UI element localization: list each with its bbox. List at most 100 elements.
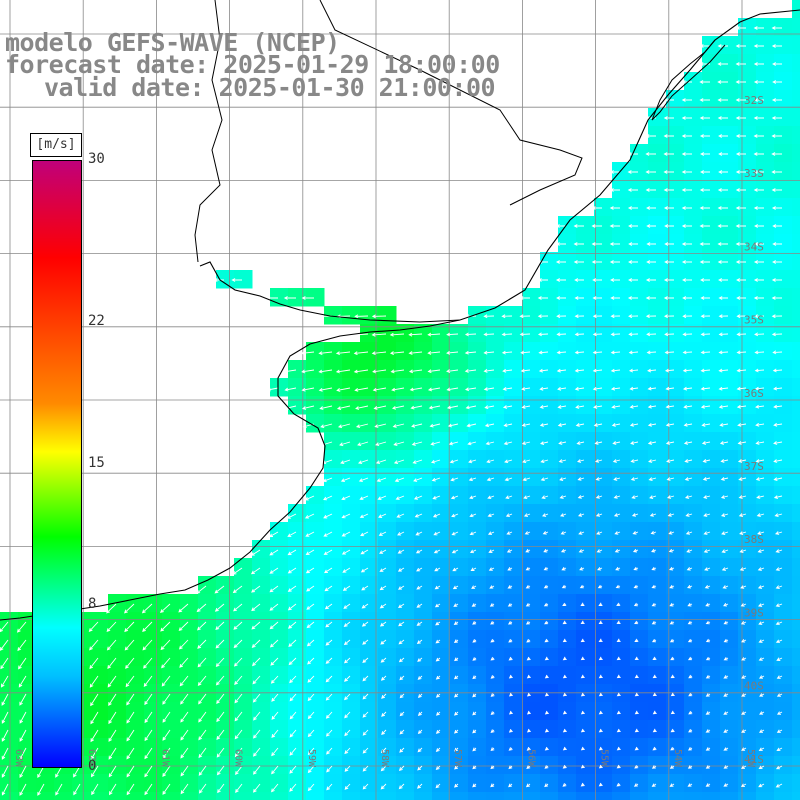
wind-arrow (666, 495, 675, 499)
wind-arrow (753, 314, 765, 319)
wind-arrow (651, 783, 657, 787)
wind-speed-cell (432, 576, 451, 595)
wind-speed-cell (792, 540, 800, 559)
wind-arrow (359, 513, 369, 519)
wind-arrow (472, 657, 477, 661)
wind-arrow (472, 675, 477, 680)
wind-speed-cell (234, 774, 253, 793)
wind-speed-cell (576, 270, 595, 289)
wind-speed-cell (612, 738, 631, 757)
wind-speed-cell (630, 576, 649, 595)
wind-arrow (631, 513, 639, 517)
wind-arrow (771, 98, 782, 102)
wind-arrow (668, 531, 675, 535)
wind-speed-cell (270, 522, 289, 541)
wind-arrow (647, 368, 657, 373)
wind-speed-cell (720, 774, 739, 793)
wind-arrow (611, 404, 621, 409)
wind-arrow (432, 513, 441, 518)
wind-speed-cell (18, 648, 37, 667)
wind-speed-cell (738, 648, 757, 667)
wind-speed-cell (468, 522, 487, 541)
wind-arrow (541, 495, 549, 499)
wind-arrow (609, 206, 620, 210)
longitude-label: 56W (525, 749, 536, 768)
wind-speed-cell (378, 522, 397, 541)
wind-arrow (682, 350, 693, 355)
wind-speed-cell (756, 792, 775, 800)
wind-speed-cell (666, 324, 685, 343)
wind-arrow (646, 224, 656, 228)
wind-arrow (591, 206, 602, 210)
wind-speed-cell (738, 702, 757, 721)
wind-speed-cell (666, 522, 685, 541)
wind-arrow (773, 495, 783, 500)
wind-arrow (775, 783, 783, 788)
wind-speed-cell (702, 450, 721, 469)
wind-arrow (180, 783, 189, 795)
wind-speed-cell (648, 684, 667, 703)
wind-arrow (271, 729, 279, 739)
wind-arrow (633, 566, 639, 571)
wind-speed-cell (738, 18, 757, 37)
wind-arrow (688, 728, 693, 733)
wind-speed-cell (720, 522, 739, 541)
wind-speed-cell (720, 594, 739, 613)
wind-speed-cell (234, 270, 253, 289)
wind-speed-cell (576, 378, 595, 397)
wind-arrow (19, 765, 27, 779)
wind-speed-cell (756, 702, 775, 721)
wind-speed-cell (90, 702, 109, 721)
wind-arrow (700, 350, 711, 355)
wind-speed-cell (792, 360, 800, 379)
wind-arrow (648, 477, 657, 481)
wind-speed-cell (180, 738, 199, 757)
wind-speed-cell (684, 738, 703, 757)
wind-speed-cell (522, 702, 541, 721)
wind-arrow (685, 513, 693, 517)
wind-arrow (753, 188, 764, 192)
wind-arrow (523, 495, 531, 500)
wind-speed-cell (288, 558, 307, 577)
wind-speed-cell (612, 702, 631, 721)
wind-arrow (501, 296, 512, 300)
wind-speed-cell (774, 108, 793, 127)
wind-arrow (287, 603, 297, 611)
wind-speed-cell (666, 468, 685, 487)
wind-arrow (775, 549, 783, 553)
wind-arrow (469, 531, 477, 536)
wind-arrow (126, 747, 135, 760)
wind-speed-cell (666, 558, 685, 577)
wind-speed-cell (630, 198, 649, 217)
wind-arrow (342, 567, 351, 573)
wind-speed-cell (144, 702, 163, 721)
wind-arrow (508, 674, 513, 679)
wind-arrow (251, 639, 261, 648)
wind-speed-cell (378, 468, 397, 487)
wind-speed-cell (774, 756, 793, 775)
wind-speed-cell (684, 324, 703, 343)
wind-speed-cell (576, 360, 595, 379)
wind-speed-cell (774, 558, 793, 577)
wind-arrow (718, 170, 728, 174)
wind-arrow (161, 657, 171, 669)
longitude-label: 55W (599, 749, 610, 768)
wind-arrow (336, 405, 351, 411)
wind-speed-cell (756, 630, 775, 649)
brazil-uruguay-border (319, 0, 583, 206)
wind-speed-cell (738, 684, 757, 703)
wind-arrow (307, 765, 315, 774)
wind-arrow (718, 386, 729, 391)
wind-speed-cell (738, 396, 757, 415)
wind-speed-cell (792, 306, 800, 325)
wind-arrow (162, 711, 171, 723)
wind-arrow (735, 224, 746, 228)
wind-arrow (289, 765, 297, 774)
wind-arrow (702, 477, 711, 481)
wind-arrow (757, 531, 765, 535)
wind-speed-cell (342, 306, 361, 325)
wind-arrow (664, 260, 674, 264)
wind-speed-cell (702, 504, 721, 523)
wind-speed-cell (648, 630, 667, 649)
wind-speed-cell (306, 648, 325, 667)
